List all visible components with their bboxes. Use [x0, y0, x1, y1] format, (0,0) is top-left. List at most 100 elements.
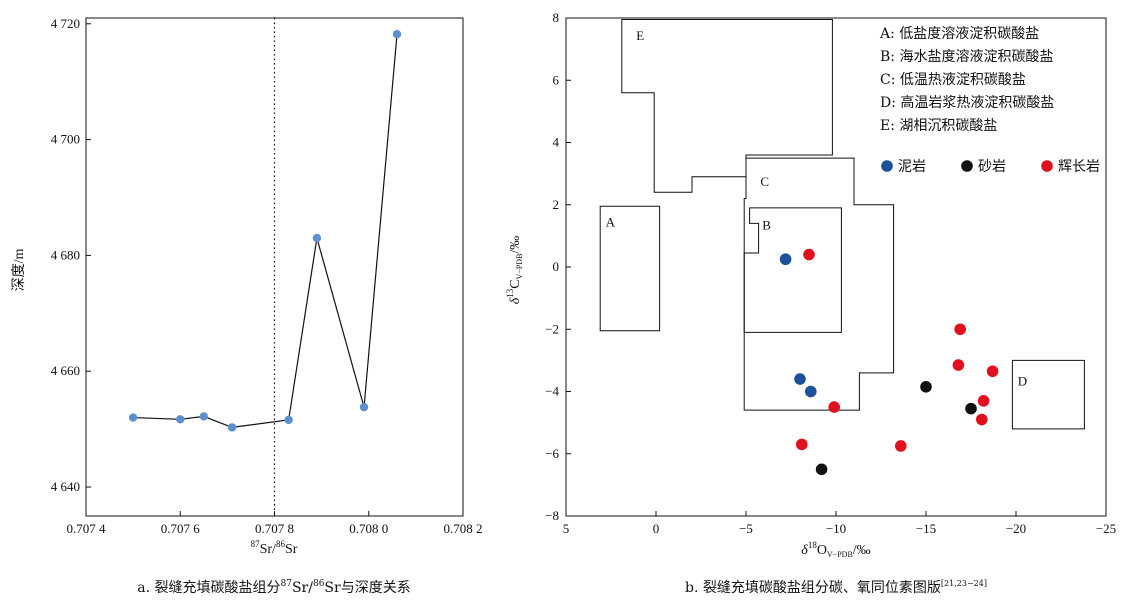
x-axis-label-part2: Sr: [285, 542, 298, 557]
legend-marker: [961, 160, 973, 172]
x-tick-label: 0: [653, 521, 660, 536]
data-point: [284, 415, 293, 425]
y-tick-label: 4 660: [51, 363, 80, 378]
data-point: [392, 30, 402, 39]
y-axis-label-delta: δ: [508, 297, 523, 304]
x-tick-label: 0.707 4: [67, 521, 107, 536]
caption-a-pre: a. 裂缝充填碳酸盐组分: [137, 580, 280, 596]
legend-marker: [1041, 160, 1053, 172]
region-a: [599, 205, 661, 332]
region-legend-item: B: 海水盐度溶液淀积碳酸盐: [880, 49, 1053, 65]
x-axis-label-unit: /‰: [853, 543, 871, 558]
series-line: [133, 34, 398, 429]
data-point: [977, 395, 990, 407]
data-point: [815, 463, 828, 476]
y-axis-label: δ13CV−PDB/‰: [505, 236, 524, 305]
data-point: [803, 248, 815, 261]
x-tick-label: 5: [563, 521, 570, 536]
region-c: [743, 157, 895, 411]
data-point: [128, 413, 138, 422]
data-point: [794, 373, 806, 385]
x-tick-label: −15: [916, 521, 936, 536]
chart-a: 4 640 4 660 4 680 4 700 4 720 0.707 4 0.707 6…: [11, 16, 483, 596]
x-tick-label: 0.707 6: [161, 521, 201, 536]
x-axis-label-sub: V−PDB: [827, 550, 853, 559]
data-point: [920, 381, 932, 393]
x-tick-label: −5: [739, 521, 753, 536]
y-axis-label: 深度/m: [11, 249, 27, 292]
y-tick-label: 0: [553, 259, 560, 274]
y-tick-label: 4: [553, 135, 560, 150]
y-tick-label: 4 640: [51, 479, 80, 494]
data-point: [954, 323, 966, 336]
data-point: [828, 401, 840, 413]
data-point: [176, 415, 185, 424]
caption-a: a. 裂缝充填碳酸盐组分87Sr/86Sr与深度关系: [137, 579, 410, 596]
y-axis-label-sub: V−PDB: [515, 254, 524, 280]
data-point: [359, 402, 369, 412]
data-point: [965, 402, 977, 415]
x-axis-label: δ18OV−PDB/‰: [801, 540, 870, 559]
data-point: [952, 359, 965, 371]
region-d: [1011, 359, 1085, 430]
x-axis-label-element: O: [817, 543, 827, 558]
caption-a-sup1: 87: [281, 579, 293, 589]
data-point: [312, 233, 322, 243]
x-axis-label-sup1: 87: [251, 539, 261, 549]
legend-label: 砂岩: [978, 159, 1006, 175]
data-point: [976, 413, 988, 426]
data-point: [779, 253, 792, 266]
y-tick-label: 8: [553, 10, 560, 25]
x-tick-label: 0.708 0: [349, 521, 388, 536]
y-tick-label: 4 700: [51, 132, 80, 147]
legend-label: 泥岩: [898, 159, 926, 175]
region-legend-item: C: 低温热液淀积碳酸盐: [880, 72, 1026, 88]
y-tick-label: −8: [545, 508, 559, 523]
region-e: [621, 19, 833, 193]
y-tick-label: 4 720: [51, 16, 80, 31]
y-tick-label: 4 680: [51, 247, 80, 262]
caption-b-ref: [21,23−24]: [941, 579, 987, 588]
y-tick-label: −6: [545, 446, 559, 461]
caption-a-sup2: 86: [313, 579, 325, 589]
y-axis-label-unit: /‰: [508, 236, 523, 254]
region-label-d: D: [1018, 373, 1027, 388]
x-axis-label-delta: δ: [801, 543, 808, 558]
region-legend-item: E: 湖相沉积碳酸盐: [880, 118, 997, 134]
data-point: [227, 423, 237, 432]
region-label-e: E: [636, 28, 644, 43]
region-legend: A: 低盐度溶液淀积碳酸盐 B: 海水盐度溶液淀积碳酸盐 C: 低温热液淀积碳酸盐 D…: [879, 26, 1054, 134]
region-label-b: B: [762, 218, 771, 233]
x-tick-label: −10: [826, 521, 846, 536]
x-axis-label: 87Sr/86Sr: [251, 539, 298, 557]
data-point: [986, 365, 999, 378]
chart-b: 8 6 4 2 0 −2 −4 −6 −8 5 0 −5 −10 −15 −20 −25 A B C E D A: …: [505, 10, 1116, 596]
legend-marker: [881, 160, 893, 172]
x-tick-label: −20: [1006, 521, 1026, 536]
data-point: [895, 440, 907, 452]
caption-a-mid: Sr/: [292, 580, 313, 596]
x-tick-label: 0.708 2: [444, 521, 483, 536]
data-point: [805, 385, 817, 398]
data-point: [796, 438, 808, 451]
y-tick-label: 6: [553, 72, 560, 87]
x-tick-label: −25: [1096, 521, 1116, 536]
x-tick-label: 0.707 8: [255, 521, 294, 536]
y-axis-label-element: C: [508, 279, 523, 288]
region-label-c: C: [760, 174, 769, 189]
region-b: [743, 207, 842, 333]
y-tick-label: 2: [553, 197, 560, 212]
y-tick-label: −2: [545, 321, 559, 336]
series-legend: 泥岩 砂岩 辉长岩: [881, 159, 1100, 175]
region-label-a: A: [606, 215, 616, 230]
caption-b-main: b. 裂缝充填碳酸盐组分碳、氧同位素图版: [685, 580, 941, 596]
x-axis-label-sup: 18: [808, 540, 818, 550]
x-axis-label-sup2: 86: [276, 539, 286, 549]
caption-b: b. 裂缝充填碳酸盐组分碳、氧同位素图版[21,23−24]: [685, 579, 987, 596]
x-axis-label-part1: Sr/: [260, 542, 276, 557]
data-point: [199, 412, 209, 421]
caption-a-post: Sr与深度关系: [324, 580, 410, 596]
y-axis-label-sup: 13: [505, 288, 515, 298]
y-tick-label: −4: [545, 384, 559, 399]
